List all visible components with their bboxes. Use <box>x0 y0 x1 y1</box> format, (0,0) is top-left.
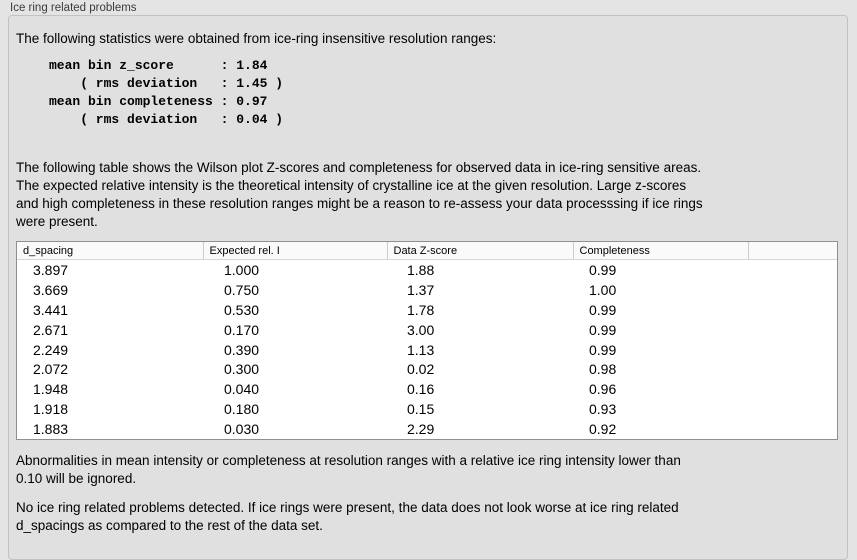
intro-text: The following statistics were obtained f… <box>16 31 497 46</box>
table-cell: 0.96 <box>573 379 748 400</box>
footnote-text: Abnormalities in mean intensity or compl… <box>16 453 681 487</box>
table-cell: 2.671 <box>17 319 203 340</box>
column-header[interactable]: Expected rel. I <box>202 242 387 260</box>
table-cell: 0.99 <box>573 259 748 280</box>
table-row[interactable]: 2.671 0.170 3.00 0.99 <box>17 319 837 340</box>
table-row[interactable]: 3.441 0.530 1.78 0.99 <box>17 299 837 320</box>
table-row[interactable]: 1.918 0.180 0.15 0.93 <box>17 399 837 420</box>
table-row[interactable]: 1.948 0.040 0.16 0.96 <box>17 379 837 400</box>
table-cell: 1.78 <box>387 299 573 320</box>
table-cell: 0.98 <box>573 359 748 380</box>
ice-table-body: 3.897 1.000 1.88 0.99 3.669 0.750 1.37 1.00 3.44… <box>17 259 837 440</box>
column-header[interactable]: Data Z-score <box>386 242 573 260</box>
ice-ring-table[interactable]: d_spacing Expected rel. I Data Z-score Comp… <box>16 241 838 441</box>
table-cell: 0.93 <box>573 399 748 420</box>
table-cell: 1.918 <box>17 399 203 420</box>
table-cell: 0.530 <box>203 299 387 320</box>
table-cell: 0.99 <box>573 319 748 340</box>
conclusion-text: No ice ring related problems detected. I… <box>16 500 679 534</box>
table-cell-empty <box>748 299 837 320</box>
column-header[interactable]: Completeness <box>572 242 748 260</box>
table-row[interactable]: 2.249 0.390 1.13 0.99 <box>17 339 837 360</box>
table-cell: 1.883 <box>17 419 203 440</box>
table-cell-empty <box>748 319 837 340</box>
table-cell: 0.180 <box>203 399 387 420</box>
table-cell: 3.00 <box>387 319 573 340</box>
column-header[interactable]: d_spacing <box>17 242 203 260</box>
table-cell: 0.15 <box>387 399 573 420</box>
table-cell: 1.00 <box>573 279 748 300</box>
column-header[interactable] <box>747 242 837 260</box>
table-row[interactable]: 2.072 0.300 0.02 0.98 <box>17 359 837 380</box>
table-cell-empty <box>748 279 837 300</box>
table-cell: 0.750 <box>203 279 387 300</box>
table-note-text: The following table shows the Wilson plo… <box>16 160 703 229</box>
table-cell-empty <box>748 379 837 400</box>
table-cell: 1.37 <box>387 279 573 300</box>
stats-block: mean bin z_score : 1.84 ( rms deviation … <box>49 58 284 127</box>
table-row[interactable]: 3.897 1.000 1.88 0.99 <box>17 259 837 280</box>
table-cell: 0.040 <box>203 379 387 400</box>
table-cell: 0.16 <box>387 379 573 400</box>
table-cell: 0.02 <box>387 359 573 380</box>
table-cell-empty <box>748 359 837 380</box>
table-cell-empty <box>748 339 837 360</box>
table-cell: 0.99 <box>573 299 748 320</box>
table-cell: 2.249 <box>17 339 203 360</box>
table-cell: 1.88 <box>387 259 573 280</box>
table-cell: 1.13 <box>387 339 573 360</box>
table-cell-empty <box>748 399 837 420</box>
section-title: Ice ring related problems <box>10 2 137 14</box>
ice-ring-panel: { "panel": { "title": "Ice ring related … <box>8 2 848 560</box>
table-header: d_spacing Expected rel. I Data Z-score Comp… <box>17 242 837 260</box>
table-cell: 3.441 <box>17 299 203 320</box>
table-cell: 2.29 <box>387 419 573 440</box>
table-cell: 3.897 <box>17 259 203 280</box>
table-cell: 0.030 <box>203 419 387 440</box>
table-cell: 0.300 <box>203 359 387 380</box>
table-cell: 0.390 <box>203 339 387 360</box>
table-row[interactable]: 1.883 0.030 2.29 0.92 <box>17 419 837 440</box>
table-row[interactable]: 3.669 0.750 1.37 1.00 <box>17 279 837 300</box>
table-cell: 1.948 <box>17 379 203 400</box>
table-cell-empty <box>748 419 837 440</box>
table-cell: 2.072 <box>17 359 203 380</box>
table-cell: 3.669 <box>17 279 203 300</box>
table-cell: 0.92 <box>573 419 748 440</box>
table-header-row: d_spacing Expected rel. I Data Z-score Comp… <box>17 242 837 260</box>
table-cell-empty <box>748 259 837 280</box>
table-cell: 0.99 <box>573 339 748 360</box>
table-cell: 1.000 <box>203 259 387 280</box>
table-cell: 0.170 <box>203 319 387 340</box>
ice-ring-groupbox: The following statistics were obtained f… <box>8 15 848 560</box>
